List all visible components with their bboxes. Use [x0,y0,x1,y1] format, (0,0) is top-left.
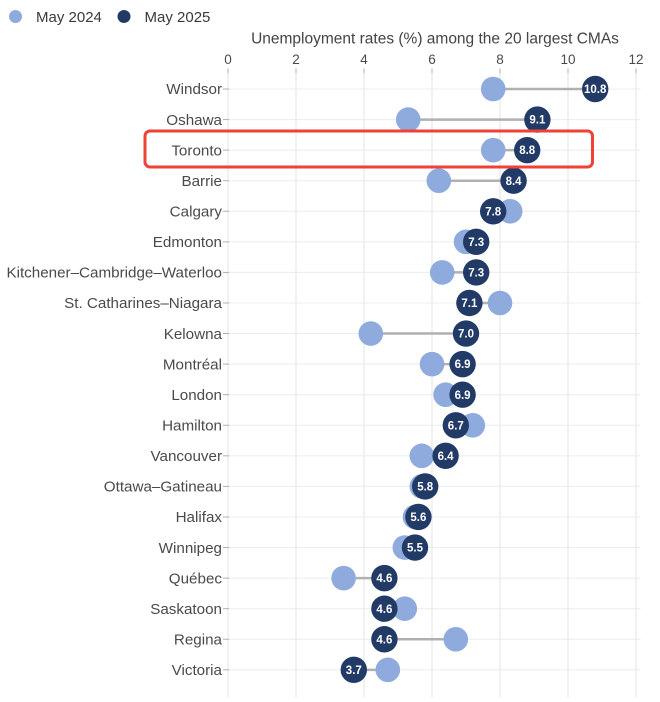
svg-text:4: 4 [360,52,368,67]
svg-text:2: 2 [292,52,300,67]
svg-text:7.0: 7.0 [458,329,474,341]
svg-text:12: 12 [628,52,643,67]
svg-text:7.3: 7.3 [468,237,484,249]
svg-text:5.6: 5.6 [410,512,426,524]
svg-text:Vancouver: Vancouver [151,448,222,465]
svg-text:10.8: 10.8 [584,84,607,96]
svg-text:6.7: 6.7 [448,420,464,432]
svg-text:Barrie: Barrie [181,173,222,190]
svg-text:St. Catharines–Niagara: St. Catharines–Niagara [64,295,222,312]
svg-text:May 2024: May 2024 [36,9,102,26]
svg-text:London: London [171,387,222,404]
svg-text:Unemployment rates (%) among t: Unemployment rates (%) among the 20 larg… [251,31,619,48]
svg-text:Halifax: Halifax [176,509,223,526]
svg-text:Calgary: Calgary [170,203,223,220]
svg-text:7.3: 7.3 [468,268,484,280]
svg-text:7.1: 7.1 [461,298,478,310]
svg-text:8.4: 8.4 [506,176,523,188]
svg-text:6.9: 6.9 [455,390,471,402]
svg-text:Kitchener–Cambridge–Waterloo: Kitchener–Cambridge–Waterloo [6,265,222,282]
svg-text:0: 0 [224,52,232,67]
svg-text:10: 10 [560,52,575,67]
svg-text:6: 6 [428,52,436,67]
svg-text:Winnipeg: Winnipeg [159,540,222,557]
svg-text:6.4: 6.4 [438,451,455,463]
svg-text:8.8: 8.8 [519,145,536,157]
svg-text:Windsor: Windsor [166,81,222,98]
svg-text:Ottawa–Gatineau: Ottawa–Gatineau [104,479,222,496]
svg-text:Victoria: Victoria [172,662,223,679]
svg-text:9.1: 9.1 [529,115,546,127]
svg-text:5.8: 5.8 [417,482,434,494]
svg-text:Toronto: Toronto [171,142,222,159]
svg-text:Saskatoon: Saskatoon [150,601,222,618]
svg-text:7.8: 7.8 [485,206,502,218]
svg-text:3.7: 3.7 [346,665,362,677]
svg-text:May 2025: May 2025 [145,9,211,26]
svg-text:8: 8 [496,52,504,67]
svg-text:Oshawa: Oshawa [166,112,222,129]
svg-text:4.6: 4.6 [376,604,392,616]
svg-text:Montréal: Montréal [163,356,222,373]
svg-text:6.9: 6.9 [455,359,471,371]
svg-text:Québec: Québec [169,570,223,587]
svg-text:Regina: Regina [174,631,223,648]
svg-text:Edmonton: Edmonton [153,234,222,251]
svg-text:4.6: 4.6 [376,573,392,585]
svg-text:4.6: 4.6 [376,634,392,646]
svg-text:5.5: 5.5 [407,543,424,555]
svg-text:Hamilton: Hamilton [162,417,222,434]
svg-text:Kelowna: Kelowna [164,326,223,343]
